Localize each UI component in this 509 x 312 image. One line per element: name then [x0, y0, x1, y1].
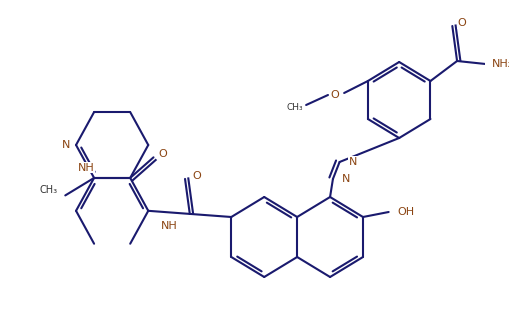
- Text: O: O: [457, 18, 465, 28]
- Text: N: N: [61, 140, 70, 150]
- Text: NH: NH: [160, 221, 177, 232]
- Text: O: O: [330, 90, 338, 100]
- Text: CH₃: CH₃: [39, 185, 57, 195]
- Text: OH: OH: [397, 207, 413, 217]
- Text: NH₂: NH₂: [491, 59, 509, 69]
- Text: N: N: [348, 157, 356, 167]
- Text: NH: NH: [78, 163, 95, 173]
- Text: N: N: [342, 174, 350, 184]
- Text: CH₃: CH₃: [286, 104, 302, 113]
- Text: O: O: [192, 171, 201, 181]
- Text: O: O: [158, 149, 167, 159]
